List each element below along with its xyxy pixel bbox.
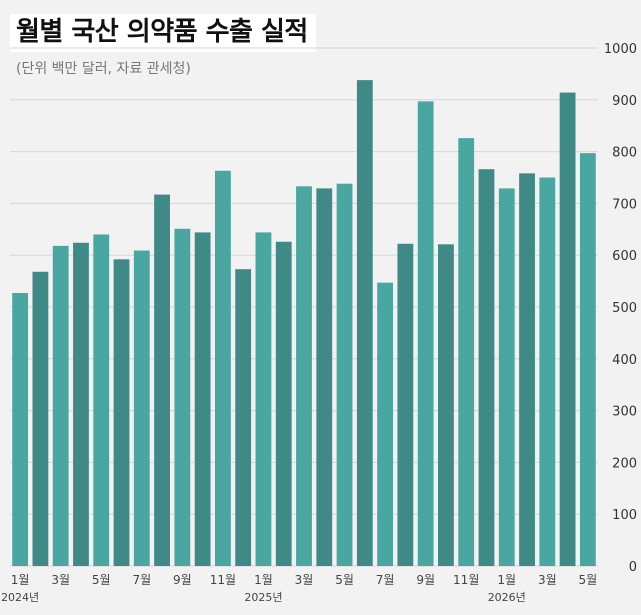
bar-2024-04 <box>73 242 89 566</box>
x-tick-label: 5월 <box>92 573 111 587</box>
chart-subtitle: (단위 백만 달러, 자료 관세청) <box>16 61 191 77</box>
bar-2025-07 <box>377 282 394 566</box>
y-tick-label: 300 <box>612 405 637 420</box>
bar-2024-01 <box>12 293 29 566</box>
x-tick-label: 3월 <box>51 573 70 587</box>
y-tick-label: 1000 <box>604 42 637 57</box>
bar-2024-12 <box>235 269 252 566</box>
y-axis-ticks: 0 100 200 300 400 500 600 700 800 900 1000 <box>604 42 637 575</box>
x-tick-label: 7월 <box>132 573 151 587</box>
bar-2024-07 <box>133 250 150 567</box>
bar-2025-12 <box>478 169 495 566</box>
y-tick-label: 500 <box>612 301 637 316</box>
title-box: 월별 국산 의약품 수출 실적 <box>10 14 316 52</box>
x-axis-ticks: 1월 3월 5월 7월 9월 11월 1월 3월 5월 7월 9월 11월 1월 3월 5월 2024년 202… <box>1 573 597 604</box>
bar-2025-08 <box>397 243 414 567</box>
x-tick-label: 1월 <box>11 573 30 587</box>
x-tick-label: 9월 <box>416 573 435 587</box>
x-tick-label: 5월 <box>335 573 354 587</box>
bars <box>12 80 596 567</box>
y-tick-label: 200 <box>612 456 637 471</box>
x-tick-label: 3월 <box>295 573 314 587</box>
bar-2024-05 <box>93 234 110 567</box>
x-tick-label: 5월 <box>579 573 598 587</box>
x-tick-label: 1월 <box>254 573 273 587</box>
bar-2026-04 <box>559 92 576 567</box>
bar-2025-06 <box>356 80 373 567</box>
bar-2025-03 <box>296 186 312 566</box>
x-tick-label: 11월 <box>453 573 479 587</box>
y-tick-label: 0 <box>629 560 637 575</box>
bar-2026-03 <box>539 177 556 566</box>
bar-2024-11 <box>214 170 231 566</box>
bar-2024-06 <box>113 259 130 566</box>
y-tick-label: 400 <box>612 353 637 368</box>
bar-2024-10 <box>194 232 211 566</box>
y-tick-label: 600 <box>612 249 637 264</box>
bar-2025-11 <box>458 138 475 566</box>
y-tick-label: 700 <box>612 197 637 212</box>
bar-2025-09 <box>417 101 434 566</box>
x-year-label: 2025년 <box>244 591 282 604</box>
bar-2024-09 <box>174 228 191 566</box>
y-tick-label: 100 <box>612 508 637 523</box>
y-tick-label: 900 <box>612 94 637 109</box>
bar-2024-02 <box>32 271 49 566</box>
chart-title: 월별 국산 의약품 수출 실적 <box>16 17 308 47</box>
x-tick-label: 9월 <box>173 573 192 587</box>
bar-2025-01 <box>255 232 272 566</box>
x-tick-label: 3월 <box>538 573 557 587</box>
bar-2025-10 <box>438 244 454 566</box>
x-tick-label: 7월 <box>376 573 395 587</box>
y-tick-label: 800 <box>612 146 637 161</box>
bar-2025-04 <box>316 188 333 566</box>
bar-2024-08 <box>154 194 170 566</box>
bar-2024-03 <box>52 245 69 566</box>
bar-2025-05 <box>336 183 353 566</box>
x-year-label: 2024년 <box>1 591 39 604</box>
bar-2026-05 <box>579 153 596 566</box>
x-year-label: 2026년 <box>488 591 526 604</box>
bar-2025-02 <box>275 241 292 567</box>
x-tick-label: 1월 <box>497 573 516 587</box>
bar-2026-01 <box>498 188 515 566</box>
bar-2026-02 <box>519 173 535 567</box>
x-tick-label: 11월 <box>210 573 236 587</box>
